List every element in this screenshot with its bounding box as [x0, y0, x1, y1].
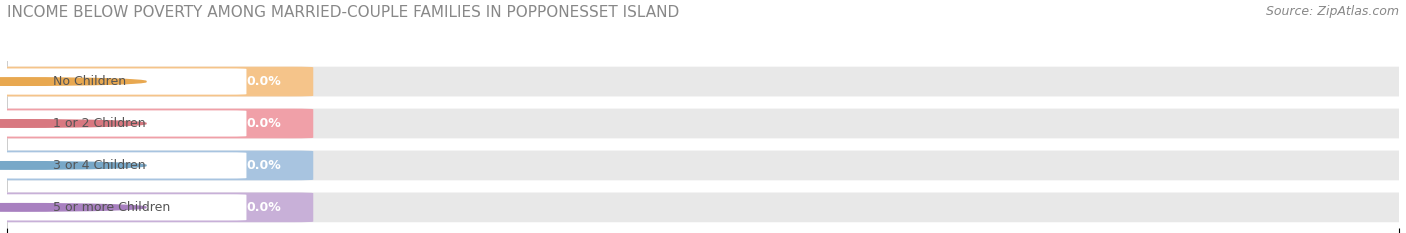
Text: 5 or more Children: 5 or more Children: [53, 201, 170, 214]
Text: 0.0%: 0.0%: [246, 117, 281, 130]
FancyBboxPatch shape: [0, 110, 246, 137]
FancyBboxPatch shape: [0, 151, 1406, 180]
Text: 1 or 2 Children: 1 or 2 Children: [53, 117, 146, 130]
FancyBboxPatch shape: [0, 192, 1406, 222]
FancyBboxPatch shape: [0, 67, 314, 96]
Circle shape: [0, 120, 146, 127]
Circle shape: [0, 78, 146, 85]
Text: INCOME BELOW POVERTY AMONG MARRIED-COUPLE FAMILIES IN POPPONESSET ISLAND: INCOME BELOW POVERTY AMONG MARRIED-COUPL…: [7, 5, 679, 20]
FancyBboxPatch shape: [0, 194, 246, 220]
FancyBboxPatch shape: [0, 192, 314, 222]
Text: No Children: No Children: [53, 75, 127, 88]
Text: 3 or 4 Children: 3 or 4 Children: [53, 159, 146, 172]
Text: Source: ZipAtlas.com: Source: ZipAtlas.com: [1265, 5, 1399, 18]
Circle shape: [0, 204, 146, 211]
FancyBboxPatch shape: [0, 152, 246, 178]
Text: 0.0%: 0.0%: [246, 159, 281, 172]
FancyBboxPatch shape: [0, 109, 314, 138]
Text: 0.0%: 0.0%: [246, 201, 281, 214]
FancyBboxPatch shape: [0, 109, 1406, 138]
Text: 0.0%: 0.0%: [246, 75, 281, 88]
FancyBboxPatch shape: [0, 151, 314, 180]
FancyBboxPatch shape: [0, 69, 246, 95]
FancyBboxPatch shape: [0, 67, 1406, 96]
Circle shape: [0, 162, 146, 169]
